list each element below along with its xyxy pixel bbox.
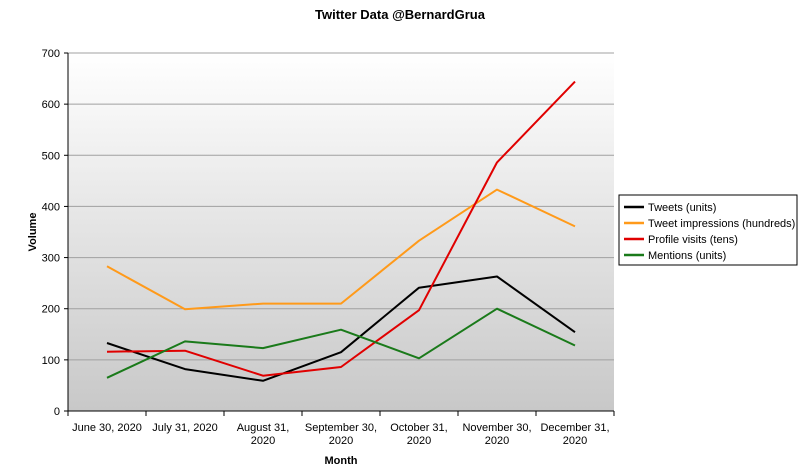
y-axis-title: Volume <box>27 213 39 252</box>
y-tick-label: 300 <box>42 253 60 265</box>
x-tick-label-line: 2020 <box>329 435 353 447</box>
y-tick-label: 600 <box>42 99 60 111</box>
series-line <box>106 307 576 379</box>
legend-label: Tweets (units) <box>648 202 716 214</box>
legend: Tweets (units) Tweet impressions (hundred… <box>618 194 798 266</box>
x-tick-label: June 30, 2020 <box>72 422 142 434</box>
y-tick-label: 200 <box>42 304 60 316</box>
x-tick-label: November 30, 2020 <box>462 422 531 447</box>
x-axis-title: Month <box>325 455 358 467</box>
y-tick-label: 700 <box>42 48 60 60</box>
legend-box <box>618 194 798 266</box>
y-tick-label: 100 <box>42 355 60 367</box>
legend-label: Mentions (units) <box>648 250 726 262</box>
x-tick-label-line: 2020 <box>485 435 509 447</box>
series-line <box>106 188 576 311</box>
y-tick-label: 400 <box>42 201 60 213</box>
legend-label: Profile visits (tens) <box>648 234 738 246</box>
series-line <box>106 80 576 377</box>
series-lines <box>106 80 576 382</box>
x-tick-label-line: 2020 <box>251 435 275 447</box>
chart-title: Twitter Data @BernardGrua <box>315 7 486 22</box>
x-tick-labels: June 30, 2020 July 31, 2020 August 31, 2020… <box>72 422 609 447</box>
x-tick-label-line: October 31, <box>390 422 447 434</box>
x-tick-label-line: July 31, 2020 <box>152 422 217 434</box>
legend-label: Tweet impressions (hundreds) <box>648 218 795 230</box>
x-tick-label-line: 2020 <box>407 435 431 447</box>
x-tick-label-line: June 30, 2020 <box>72 422 142 434</box>
x-tick-label: September 30, 2020 <box>305 422 377 447</box>
x-tick-label-line: November 30, <box>462 422 531 434</box>
x-tick-label-line: December 31, <box>540 422 609 434</box>
series-line <box>106 275 576 382</box>
x-tick-label-line: August 31, <box>237 422 290 434</box>
y-tick-label: 0 <box>54 406 60 418</box>
y-tick-labels: 0 100 200 300 400 500 600 700 <box>42 48 60 418</box>
x-tick-label-line: 2020 <box>563 435 587 447</box>
x-tick-label: July 31, 2020 <box>152 422 217 434</box>
x-tick-label-line: September 30, <box>305 422 377 434</box>
x-tick-label: December 31, 2020 <box>540 422 609 447</box>
axes <box>64 52 615 416</box>
x-tick-label: August 31, 2020 <box>237 422 290 447</box>
x-tick-label: October 31, 2020 <box>390 422 447 447</box>
y-tick-label: 500 <box>42 150 60 162</box>
